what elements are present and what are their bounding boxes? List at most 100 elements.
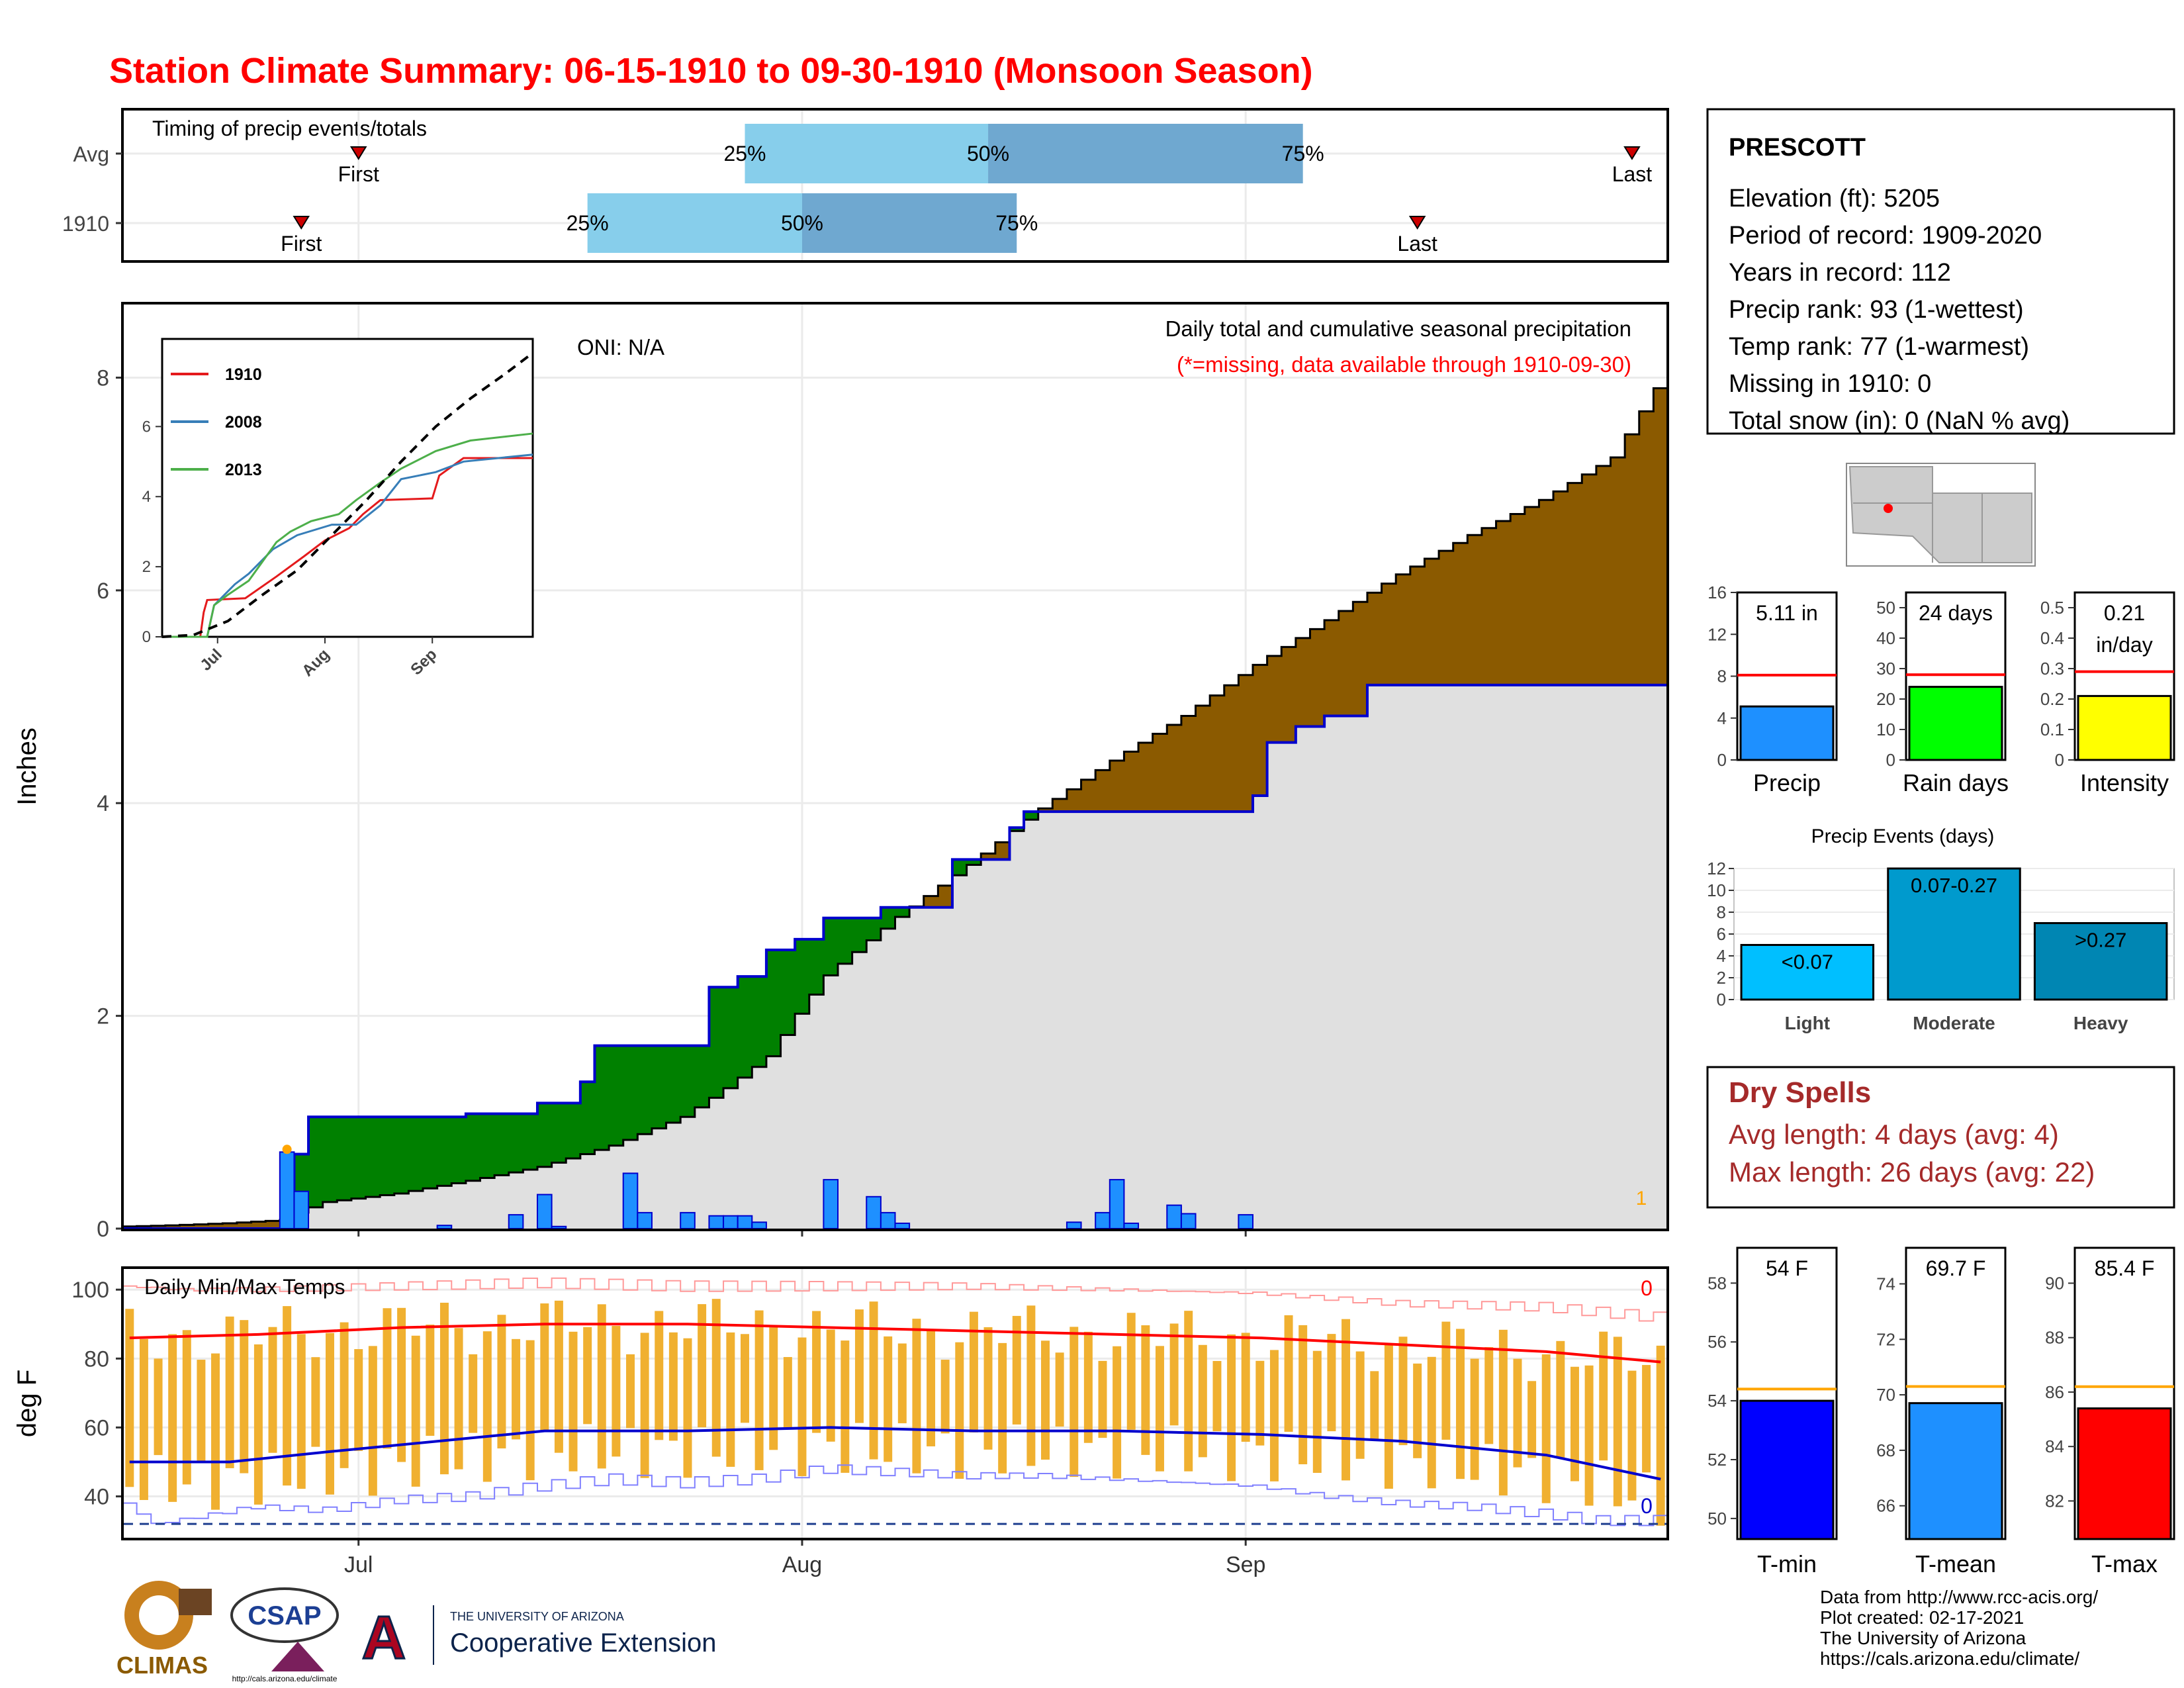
- station-box: PRESCOTT Elevation (ft): 5205 Period of …: [1706, 108, 2175, 435]
- daily-temp-bar-95: [1470, 1358, 1479, 1480]
- timing-quartile-label-0-0: 25%: [723, 142, 766, 165]
- daily-precip-bar-20: [1123, 1222, 1140, 1230]
- daily-temp-bar-65: [1041, 1340, 1050, 1460]
- daily-temp-bar-33: [583, 1327, 592, 1425]
- season-precip-ytick-label-1-2: 20: [1876, 689, 1895, 709]
- season-temp-ytick-label-0-3: 56: [1707, 1332, 1727, 1352]
- daily-temp-bar-12: [283, 1306, 292, 1486]
- daily-temp-bar-34: [597, 1304, 606, 1469]
- daily-temp-bar-29: [525, 1340, 535, 1481]
- events-ytick-label-1: 2: [1717, 968, 1726, 988]
- cumulative-obs-line: [122, 683, 1668, 1230]
- events-title: Precip Events (days): [1811, 825, 1995, 847]
- daily-precip-bar-17: [1066, 1221, 1082, 1230]
- precip-ytick-label-1: 2: [97, 1004, 109, 1029]
- station-line-7: Total snow (in): 0 (NaN % avg): [1729, 407, 2070, 435]
- season-temp-ytick-label-1-3: 72: [1876, 1329, 1895, 1349]
- timing-quartile-label-1-2: 75%: [995, 211, 1038, 235]
- daily-temp-bar-108: [1656, 1345, 1665, 1526]
- daily-temp-bar-69: [1098, 1360, 1107, 1438]
- daily-temp-bar-78: [1227, 1334, 1236, 1481]
- daily-temp-bar-20: [397, 1307, 406, 1462]
- events-bar-label-1: 0.07-0.27: [1911, 874, 1997, 897]
- daily-temp-bar-32: [569, 1331, 578, 1472]
- ua-block-a: A: [362, 1604, 406, 1671]
- inset-series-2013: [162, 432, 533, 638]
- daily-temp-bar-39: [668, 1332, 678, 1441]
- season-temp-value-label-1: 69.7 F: [1926, 1256, 1986, 1280]
- events-ytick-label-6: 12: [1707, 859, 1726, 878]
- ua-small-text: THE UNIVERSITY OF ARIZONA: [450, 1610, 624, 1623]
- season-temp-bar-1: [1908, 1402, 2003, 1540]
- daily-temp-bar-60: [969, 1311, 978, 1432]
- observed-area: [122, 684, 1668, 1229]
- daily-temp-bar-13: [296, 1334, 306, 1489]
- season-precip-ytick-label-1-4: 40: [1876, 628, 1895, 648]
- daily-temp-bar-30: [540, 1303, 549, 1430]
- daily-temp-bar-45: [754, 1310, 764, 1470]
- season-temp-ytick-label-2-1: 84: [2045, 1436, 2064, 1456]
- tmin-record-line: [122, 1464, 1668, 1526]
- daily-precip-marker: [282, 1145, 292, 1154]
- daily-precip-bar-18: [1095, 1211, 1111, 1230]
- precip-frame: [121, 302, 1669, 1231]
- daily-temp-bar-75: [1184, 1311, 1193, 1472]
- daily-temp-bar-22: [426, 1325, 435, 1436]
- daily-precip-bar-13: [823, 1179, 839, 1230]
- oni-label: ONI: N/A: [577, 335, 664, 359]
- daily-temp-bar-92: [1427, 1356, 1436, 1489]
- csap-text: CSAP: [248, 1601, 321, 1630]
- daily-temp-bar-40: [683, 1338, 692, 1478]
- inset-ytick-label-2: 4: [142, 488, 151, 506]
- inset-legend-label-2013: 2013: [225, 461, 262, 479]
- season-precip-ytick-label-2-5: 0.5: [2040, 598, 2064, 618]
- daily-temp-bar-31: [554, 1300, 563, 1453]
- daily-temp-bar-62: [998, 1342, 1007, 1474]
- season-precip-ytick-label-1-3: 30: [1876, 659, 1895, 679]
- season-precip-ytick-label-2-0: 0: [2055, 750, 2064, 770]
- temp-title: Daily Min/Max Temps: [144, 1275, 345, 1299]
- daily-precip-bar-12: [751, 1221, 767, 1230]
- season-temp-name-0: T-min: [1757, 1550, 1817, 1577]
- events-ytick-label-0: 0: [1717, 990, 1726, 1009]
- ua-logo: A THE UNIVERSITY OF ARIZONA Cooperative …: [361, 1603, 716, 1673]
- daily-temp-bar-68: [1083, 1331, 1093, 1443]
- daily-temp-bar-73: [1155, 1346, 1164, 1472]
- season-precip-ytick-label-2-1: 0.1: [2040, 720, 2064, 739]
- season-precip-ytick-label-0-1: 4: [1717, 708, 1727, 728]
- season-precip-ytick-label-1-0: 0: [1886, 750, 1895, 770]
- season-precip-ytick-label-0-3: 12: [1707, 624, 1727, 644]
- temp-panel: 40 60 80 100 Daily Min/Max Temps 0 0 deg F: [13, 1266, 1669, 1546]
- temp-ytick-label-3: 100: [71, 1278, 109, 1303]
- season-precip-ytick-label-2-4: 0.4: [2040, 628, 2064, 648]
- daily-temp-bar-9: [240, 1320, 249, 1474]
- daily-temp-bar-88: [1370, 1371, 1379, 1441]
- map-borders: [1853, 467, 1983, 563]
- climas-emblem-bar: [179, 1589, 212, 1615]
- daily-temp-bar-63: [1012, 1315, 1021, 1425]
- timing-marker-last-0: [1623, 146, 1641, 160]
- timing-bar-q50-q75-1: [801, 193, 1017, 253]
- climas-logo: CLIMAS: [116, 1581, 212, 1679]
- inset-ytick-label-0: 0: [142, 628, 151, 646]
- daily-temp-bar-94: [1456, 1329, 1465, 1479]
- dry-spells-max: Max length: 26 days (avg: 22): [1729, 1156, 2095, 1188]
- timing-marker-label-first-1: First: [281, 232, 322, 256]
- daily-temp-bar-17: [354, 1349, 363, 1451]
- season-precip-value-label-2: 0.21: [2104, 601, 2145, 625]
- footer-line-2: Plot created: 02-17-2021: [1820, 1607, 2024, 1628]
- daily-temp-bar-105: [1613, 1336, 1622, 1507]
- daily-temp-bar-7: [211, 1353, 220, 1510]
- climas-emblem-inner: [139, 1595, 179, 1635]
- daily-precip-bar-10: [723, 1215, 739, 1230]
- timing-bar-q25-q50-0: [745, 124, 989, 183]
- daily-temp-bar-71: [1126, 1313, 1136, 1430]
- daily-temp-bar-59: [955, 1342, 964, 1479]
- csap-url: http://cals.arizona.edu/climate: [232, 1674, 338, 1683]
- daily-temp-bar-53: [869, 1301, 878, 1460]
- daily-temp-bar-26: [482, 1331, 492, 1482]
- daily-temp-bar-106: [1627, 1370, 1637, 1501]
- daily-temp-bar-1: [125, 1309, 134, 1487]
